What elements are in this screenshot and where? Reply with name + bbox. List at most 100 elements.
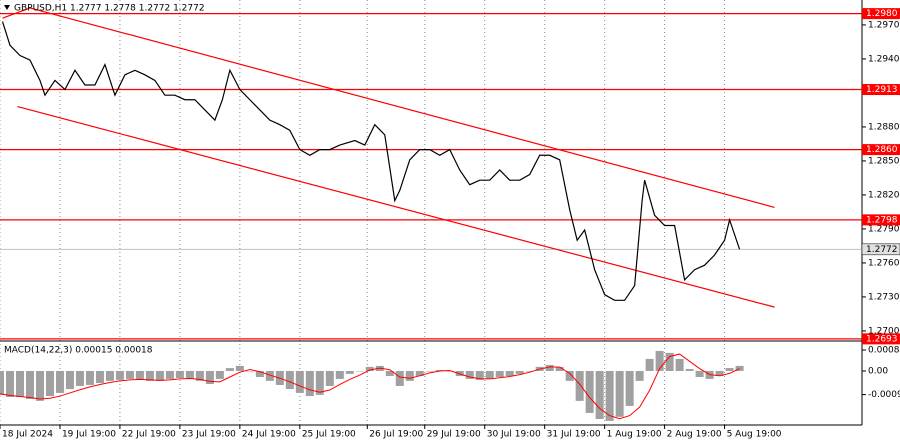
histogram-bar xyxy=(685,369,694,371)
level-label-box xyxy=(862,8,900,20)
y-tick-label: 1.2970 xyxy=(868,20,900,30)
histogram-bar xyxy=(325,370,334,386)
y-tick-label: 1.2760 xyxy=(868,258,900,268)
histogram-bar xyxy=(165,370,174,379)
histogram-bar xyxy=(555,366,564,371)
histogram-bar xyxy=(45,370,54,397)
histogram-bar xyxy=(315,370,324,395)
histogram-bar xyxy=(415,370,424,377)
histogram-bar xyxy=(95,370,104,384)
y-tick-label: 1.2730 xyxy=(868,292,900,302)
histogram-bar xyxy=(295,370,304,393)
histogram-bar xyxy=(565,370,574,381)
last-price-box xyxy=(861,243,900,256)
histogram-bar xyxy=(25,370,34,399)
histogram-bar xyxy=(305,370,314,397)
y-tick-label: 0.00 xyxy=(868,366,888,376)
histogram-bar xyxy=(505,370,514,377)
histogram-bar xyxy=(735,365,744,371)
histogram-bar xyxy=(485,370,494,379)
signal-line xyxy=(0,353,740,420)
histogram-bar xyxy=(355,370,364,372)
histogram-bar xyxy=(695,370,704,378)
histogram-bar xyxy=(205,370,214,384)
x-tick-label: 24 Jul 19:00 xyxy=(242,430,296,440)
level-label-box xyxy=(862,333,900,345)
histogram-bar xyxy=(85,370,94,385)
histogram-bar xyxy=(715,370,724,377)
histogram-bar xyxy=(155,370,164,381)
x-tick-label: 1 Aug 19:00 xyxy=(607,430,662,440)
histogram-bar xyxy=(0,370,4,395)
histogram-bar xyxy=(635,370,644,381)
histogram-bar xyxy=(225,368,234,371)
histogram-bar xyxy=(75,370,84,386)
histogram-bar xyxy=(625,370,634,406)
level-label: 1.2860 xyxy=(866,145,898,155)
y-tick-label: 1.2850 xyxy=(868,156,900,166)
histogram-bar xyxy=(465,370,474,379)
x-tick-label: 19 Jul 19:00 xyxy=(62,430,116,440)
histogram-bar xyxy=(595,370,604,419)
level-label: 1.2980 xyxy=(866,9,898,19)
histogram-bar xyxy=(265,370,274,381)
level-label-box xyxy=(862,144,900,156)
x-tick-label: 5 Aug 19:00 xyxy=(727,430,782,440)
level-label: 1.2798 xyxy=(866,215,898,225)
y-tick-label: 0.00087 xyxy=(868,345,900,355)
histogram-bar xyxy=(395,370,404,386)
histogram-bar xyxy=(185,370,194,379)
histogram-bar xyxy=(335,370,344,379)
histogram-bar xyxy=(365,366,374,371)
histogram-bar xyxy=(445,370,454,372)
histogram-bar xyxy=(285,370,294,390)
histogram-bar xyxy=(35,370,44,401)
macd-title: MACD(14,22,3) 0.00015 0.00018 xyxy=(4,346,153,356)
trend-line xyxy=(17,105,775,308)
histogram-bar xyxy=(495,370,504,378)
level-label-box xyxy=(862,84,900,96)
histogram-bar xyxy=(605,370,614,421)
histogram-bar xyxy=(515,370,524,374)
histogram-bar xyxy=(235,365,244,371)
histogram-bar xyxy=(585,370,594,413)
level-label: 1.2693 xyxy=(866,334,898,344)
histogram-bar xyxy=(215,370,224,379)
histogram-bar xyxy=(15,370,24,398)
histogram-bar xyxy=(255,370,264,378)
histogram-bar xyxy=(525,370,534,372)
menu-arrow[interactable] xyxy=(4,5,10,10)
x-tick-label: 25 Jul 19:00 xyxy=(302,430,356,440)
histogram-bar xyxy=(65,370,74,390)
x-tick-label: 30 Jul 19:00 xyxy=(487,430,541,440)
level-label-box xyxy=(862,214,900,226)
x-tick-label: 2 Aug 19:00 xyxy=(667,430,722,440)
x-tick-label: 23 Jul 19:00 xyxy=(182,430,236,440)
y-tick-label: 1.2940 xyxy=(868,54,900,64)
histogram-bar xyxy=(175,370,184,378)
histogram-bar xyxy=(405,370,414,381)
price-line xyxy=(1,21,741,301)
histogram-bar xyxy=(665,352,674,371)
histogram-bar xyxy=(575,370,584,401)
level-label: 1.2913 xyxy=(866,85,898,95)
histogram-bar xyxy=(135,370,144,380)
histogram-bar xyxy=(125,370,134,379)
histogram-bar xyxy=(425,370,434,372)
x-tick-label: 22 Jul 19:00 xyxy=(122,430,176,440)
histogram-bar xyxy=(245,370,254,372)
x-tick-label: 31 Jul 19:00 xyxy=(547,430,601,440)
histogram-bar xyxy=(645,358,654,371)
histogram-bar xyxy=(655,350,664,371)
trend-line xyxy=(29,7,775,208)
y-tick-label: 1.2880 xyxy=(868,122,900,132)
y-tick-label: 1.2820 xyxy=(868,190,900,200)
x-tick-label: 26 Jul 19:00 xyxy=(369,430,423,440)
histogram-bar xyxy=(55,370,64,393)
x-tick-label: 18 Jul 2024 xyxy=(2,430,53,440)
histogram-bar xyxy=(725,368,734,371)
histogram-bar xyxy=(105,370,114,381)
histogram-bar xyxy=(5,370,14,398)
y-tick-label: -0.00098 xyxy=(868,390,900,400)
